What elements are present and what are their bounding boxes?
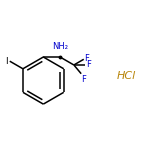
Text: I: I	[5, 57, 8, 66]
Text: HCl: HCl	[117, 71, 136, 81]
Text: F: F	[86, 60, 91, 69]
Text: F: F	[81, 75, 86, 84]
Text: F: F	[85, 54, 89, 64]
Text: NH₂: NH₂	[52, 42, 68, 51]
